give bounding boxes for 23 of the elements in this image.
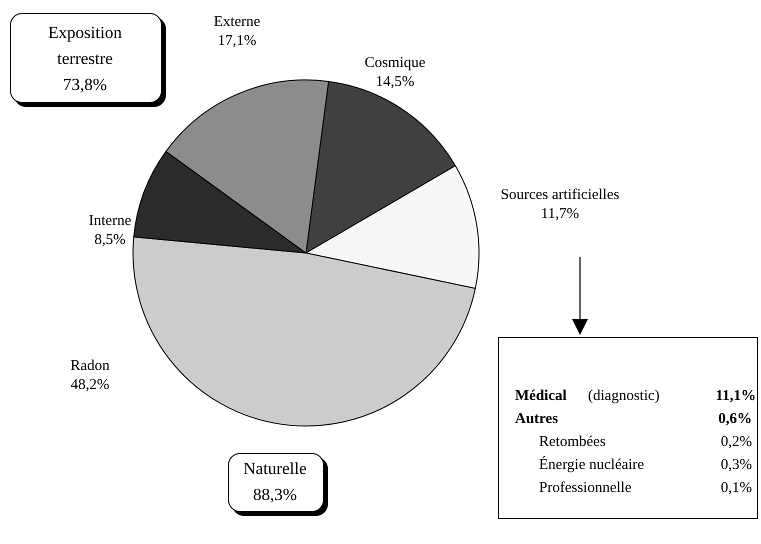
slice-label: Externe <box>214 14 261 30</box>
text: 0,3% <box>720 457 752 474</box>
text: 0,6% <box>718 411 752 428</box>
text: Énergie nucléaire <box>539 457 644 474</box>
slice-label: Interne <box>88 213 132 229</box>
text: Autres <box>515 411 558 428</box>
text: Exposition terrestre 73,8% <box>47 22 123 96</box>
data-label: 17,1% <box>218 33 256 49</box>
slice-label: Sources artificielles <box>500 187 620 203</box>
slice-label: Radon <box>70 358 110 374</box>
data-label: 11,7% <box>540 206 580 222</box>
text: (diagnostic) <box>588 388 660 405</box>
text: 0,1% <box>720 480 752 497</box>
text: 0,2% <box>720 434 752 451</box>
text: 11,1% <box>716 388 756 405</box>
text: Médical <box>515 388 567 405</box>
slice-label: Cosmique <box>364 55 426 71</box>
text: Retombées <box>539 434 606 451</box>
text: Naturelle 88,3% <box>242 458 308 506</box>
data-label: 14,5% <box>376 74 414 90</box>
text: Professionnelle <box>539 480 632 497</box>
data-label: 48,2% <box>70 377 110 393</box>
data-label: 8,5% <box>94 232 126 248</box>
